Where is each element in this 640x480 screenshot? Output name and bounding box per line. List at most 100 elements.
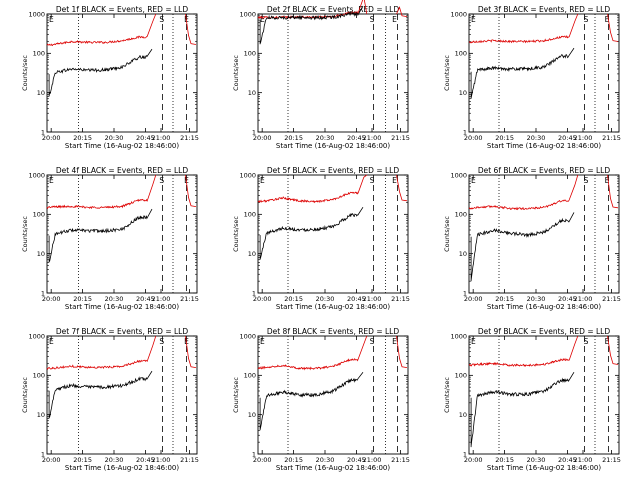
panel-title: Det 6f BLACK = Events, RED = LLD bbox=[478, 166, 611, 175]
plot-frame bbox=[46, 174, 198, 294]
plot-frame bbox=[46, 335, 198, 455]
y-tick-label: 1 bbox=[252, 128, 256, 136]
series-line-lld bbox=[257, 0, 368, 20]
series-line-lld bbox=[468, 335, 579, 367]
y-tick-label: 1 bbox=[252, 450, 256, 458]
x-tick-label: 20:00 bbox=[253, 134, 272, 142]
plot-frame bbox=[46, 13, 198, 133]
series-line-events bbox=[48, 370, 153, 420]
x-tick-label: 20:00 bbox=[464, 134, 483, 142]
plot-frame bbox=[468, 13, 620, 133]
series-line-events bbox=[470, 212, 575, 282]
y-tick-label: 10 bbox=[248, 250, 256, 258]
y-tick-label: 100 bbox=[33, 372, 45, 380]
y-tick-label: 100 bbox=[455, 372, 467, 380]
interval-marker: E bbox=[392, 15, 397, 24]
series-line-events bbox=[259, 371, 364, 431]
x-axis-label: Start Time (16-Aug-02 18:46:00) bbox=[487, 464, 601, 472]
y-axis-label: Counts/sec bbox=[443, 377, 451, 413]
x-tick-label: 20:00 bbox=[253, 456, 272, 464]
panel-title: Det 3f BLACK = Events, RED = LLD bbox=[478, 5, 611, 14]
y-tick-label: 1000 bbox=[239, 332, 256, 340]
x-tick-label: 20:30 bbox=[105, 456, 124, 464]
interval-marker: E bbox=[49, 176, 54, 185]
series-line-lld bbox=[46, 13, 157, 47]
panel-title: Det 2f BLACK = Events, RED = LLD bbox=[267, 5, 400, 14]
y-tick-label: 100 bbox=[244, 372, 256, 380]
interval-marker: S bbox=[584, 337, 589, 346]
y-tick-label: 100 bbox=[244, 211, 256, 219]
x-tick-label: 20:15 bbox=[284, 134, 303, 142]
interval-marker: E bbox=[471, 15, 476, 24]
x-tick-label: 20:00 bbox=[42, 134, 61, 142]
x-tick-label: 20:00 bbox=[464, 295, 483, 303]
plot-frame bbox=[468, 335, 620, 455]
x-tick-label: 20:45 bbox=[347, 295, 366, 303]
interval-marker: S bbox=[370, 15, 375, 24]
x-tick-label: 21:15 bbox=[391, 134, 410, 142]
series-line-lld-tail bbox=[607, 335, 619, 365]
x-tick-label: 20:15 bbox=[495, 134, 514, 142]
x-tick-label: 20:45 bbox=[347, 456, 366, 464]
panel-det-6f: Det 6f BLACK = Events, RED = LLD 1 10 100 10… bbox=[443, 166, 621, 311]
y-tick-label: 10 bbox=[459, 89, 467, 97]
y-tick-label: 100 bbox=[455, 50, 467, 58]
interval-marker: S bbox=[159, 15, 164, 24]
y-tick-label: 100 bbox=[244, 50, 256, 58]
interval-marker: E bbox=[471, 337, 476, 346]
series-line-lld bbox=[257, 174, 368, 204]
x-tick-label: 21:15 bbox=[180, 456, 199, 464]
interval-marker: E bbox=[49, 15, 54, 24]
y-tick-label: 1 bbox=[41, 450, 45, 458]
interval-marker: E bbox=[260, 337, 265, 346]
series-line-lld bbox=[468, 174, 579, 211]
x-tick-label: 20:00 bbox=[253, 295, 272, 303]
x-tick-label: 21:15 bbox=[391, 295, 410, 303]
interval-marker: E bbox=[260, 15, 265, 24]
x-tick-label: 20:15 bbox=[284, 456, 303, 464]
interval-marker: E bbox=[605, 15, 610, 24]
panel-title: Det 5f BLACK = Events, RED = LLD bbox=[267, 166, 400, 175]
y-tick-label: 100 bbox=[455, 211, 467, 219]
y-tick-label: 1000 bbox=[28, 171, 45, 179]
y-tick-label: 1000 bbox=[450, 332, 467, 340]
interval-marker: E bbox=[605, 176, 610, 185]
x-axis-label: Start Time (16-Aug-02 18:46:00) bbox=[487, 142, 601, 150]
x-tick-label: 21:00 bbox=[574, 295, 593, 303]
x-axis-label: Start Time (16-Aug-02 18:46:00) bbox=[487, 303, 601, 311]
series-line-lld-tail bbox=[396, 335, 408, 368]
y-tick-label: 10 bbox=[248, 411, 256, 419]
y-tick-label: 10 bbox=[248, 89, 256, 97]
y-tick-label: 1 bbox=[252, 289, 256, 297]
panel-title: Det 4f BLACK = Events, RED = LLD bbox=[56, 166, 189, 175]
x-tick-label: 20:00 bbox=[464, 456, 483, 464]
x-tick-label: 21:00 bbox=[574, 456, 593, 464]
series-line-lld-tail bbox=[185, 13, 197, 45]
panel-title: Det 1f BLACK = Events, RED = LLD bbox=[56, 5, 189, 14]
plot-frame bbox=[257, 13, 409, 133]
x-tick-label: 21:00 bbox=[363, 134, 382, 142]
x-tick-label: 21:15 bbox=[602, 456, 621, 464]
interval-marker: E bbox=[471, 176, 476, 185]
x-tick-label: 20:15 bbox=[495, 295, 514, 303]
y-tick-label: 1 bbox=[41, 128, 45, 136]
interval-marker: S bbox=[370, 337, 375, 346]
x-tick-label: 21:15 bbox=[391, 456, 410, 464]
x-tick-label: 20:30 bbox=[316, 134, 335, 142]
series-line-events bbox=[470, 371, 575, 448]
x-tick-label: 21:15 bbox=[602, 134, 621, 142]
y-tick-label: 10 bbox=[459, 250, 467, 258]
y-axis-label: Counts/sec bbox=[232, 377, 240, 413]
series-line-events bbox=[259, 5, 364, 45]
panel-det-2f: Det 2f BLACK = Events, RED = LLD 1 10 100 10… bbox=[232, 0, 410, 150]
y-axis-label: Counts/sec bbox=[21, 377, 29, 413]
x-tick-label: 20:15 bbox=[284, 295, 303, 303]
series-line-lld bbox=[257, 335, 368, 371]
x-tick-label: 21:00 bbox=[574, 134, 593, 142]
y-axis-label: Counts/sec bbox=[21, 216, 29, 252]
x-axis-label: Start Time (16-Aug-02 18:46:00) bbox=[276, 303, 390, 311]
x-tick-label: 20:30 bbox=[527, 134, 546, 142]
x-tick-label: 20:45 bbox=[347, 134, 366, 142]
series-line-lld-tail bbox=[607, 13, 619, 42]
y-tick-label: 100 bbox=[33, 211, 45, 219]
